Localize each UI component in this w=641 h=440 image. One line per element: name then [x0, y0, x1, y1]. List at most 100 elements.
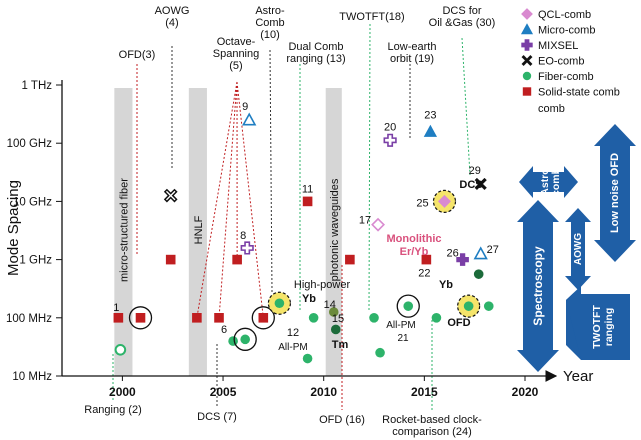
annotation-line: EO-comb: [538, 56, 584, 68]
annotation-line: photonic waveguides: [329, 178, 341, 281]
x-tick-label: 2020: [512, 385, 539, 399]
data-point-qcl: [371, 217, 385, 232]
annotation-line: Er/Yb: [400, 246, 429, 258]
annotation-line: micro-structured fiber: [118, 178, 130, 282]
annotation-line: Low-earth: [388, 41, 437, 53]
data-point-micro: [473, 246, 488, 260]
annotation-line: 2010: [310, 385, 337, 399]
legend-label: Solid-state comb: [538, 87, 620, 99]
y-tick-label: 10 GHz: [13, 196, 52, 208]
annotation-21: 21: [397, 333, 409, 344]
y-tick-label: 100 MHz: [6, 313, 52, 325]
annotation-line: 25: [416, 197, 428, 209]
data-point-solid-state: [302, 196, 313, 207]
annotation-line: 21: [397, 333, 409, 344]
annotation-line: comb: [550, 168, 562, 196]
data-point-fiber: [240, 334, 250, 345]
y-axis-label: Mode Spacing: [5, 180, 22, 276]
legend-label-cont: comb: [538, 103, 565, 115]
data-point-solid-state: [113, 313, 124, 323]
annotation-line: OFD: [447, 317, 470, 329]
x-axis-label: Year: [563, 368, 593, 385]
annotation-yb14: Yb: [302, 293, 316, 305]
annotation-line: HNLF: [193, 215, 205, 244]
data-point-solid-state: [345, 254, 355, 265]
annotation-line: 2000: [109, 385, 136, 399]
annotation-line: 14: [324, 299, 336, 311]
data-point-fiber: [328, 307, 339, 317]
annotation-line: 8: [240, 230, 246, 242]
annotation-line: Yb: [439, 279, 453, 291]
legend-marker: [520, 23, 534, 35]
annotation-line: QCL-comb: [538, 9, 591, 21]
data-point-fiber: [228, 336, 238, 346]
annotation-octave: Octave-Spanning (5): [213, 36, 260, 72]
annotation-line: Octave-: [217, 36, 256, 48]
data-point-fiber: [431, 313, 442, 323]
circle-ring: [396, 294, 420, 318]
annotation-line: DCS for: [442, 5, 481, 17]
annotation-line: Tm: [332, 339, 349, 351]
annotation-line: 17: [359, 215, 371, 227]
data-point-mixsel: [383, 133, 397, 147]
annotation-line: 10 MHz: [12, 371, 52, 383]
legend-label: Micro-comb: [538, 25, 595, 37]
annotation-line: TWOTFT(18): [339, 11, 404, 23]
annotation-line: DCS: [459, 179, 482, 191]
legend-marker: [521, 54, 533, 67]
annotation-line: Monolithic: [387, 233, 442, 245]
annotation-line: 9: [242, 101, 248, 113]
annotation-line: Low noise OFD: [609, 153, 621, 233]
annotation-line: OFD (16): [319, 414, 365, 426]
legend-marker: [522, 71, 532, 81]
annotation-line: 6: [221, 324, 227, 336]
annotation-ofd28: OFD: [447, 317, 470, 329]
annotation-line: orbit (19): [390, 53, 434, 65]
data-point-eo: [474, 177, 487, 191]
band-hnlf-label: HNLF: [193, 215, 205, 244]
legend-marker: [521, 8, 533, 20]
annotation-line: Solid-state comb: [538, 87, 620, 99]
point-label: 11: [302, 183, 313, 195]
data-point-fiber: [463, 301, 474, 311]
data-point-eo: [163, 188, 178, 203]
annotation-line: 2020: [512, 385, 539, 399]
point-label: 29: [469, 165, 481, 177]
point-label: 17: [359, 215, 371, 227]
legend-label: EO-comb: [538, 56, 584, 68]
point-label: 20: [384, 121, 396, 133]
point-label: 1: [113, 302, 119, 314]
legend-marker: [522, 87, 532, 96]
annotation-line: 1 THz: [22, 80, 53, 92]
annotation-line: 100 GHz: [7, 138, 53, 150]
data-point-fiber: [114, 344, 127, 356]
annotation-line: 27: [487, 244, 499, 256]
annotation-line: 1 GHz: [19, 255, 52, 267]
data-point-mixsel: [456, 253, 469, 266]
point-label: 26: [446, 248, 458, 260]
legend-label: QCL-comb: [538, 9, 591, 21]
annotation-yb28: Yb: [439, 279, 453, 291]
point-label: 22: [418, 268, 430, 280]
annotation-line: DCS (7): [197, 411, 237, 423]
point-label: 9: [242, 101, 248, 113]
data-point-fiber: [274, 298, 285, 309]
annotation-line: Spanning: [213, 48, 260, 60]
annotation-line: Fiber-comb: [538, 71, 594, 83]
annotation-dcs25: DCS: [459, 179, 482, 191]
annotation-dcs7: DCS (7): [197, 411, 237, 423]
data-point-qcl: [437, 194, 451, 208]
annotation-line: ranging (13): [286, 53, 345, 65]
annotation-line: (4): [165, 17, 178, 29]
annotation-rocket: Rocket-based clock-comparison (24): [382, 414, 482, 438]
app-label-spectroscopy: Spectroscopy: [531, 246, 545, 326]
band-photonic-waveguides-label: photonic waveguides: [329, 178, 341, 281]
data-point-micro: [242, 112, 257, 126]
annotation-line: Astro-: [255, 5, 285, 17]
band-microstructured-fiber-label: micro-structured fiber: [118, 178, 130, 282]
y-tick-label: 10 MHz: [12, 371, 52, 383]
point-label: 27: [487, 244, 499, 256]
annotation-monolithic: Monolithic Er/Yb: [387, 233, 442, 258]
annotation-line: Dual Comb: [288, 41, 343, 53]
